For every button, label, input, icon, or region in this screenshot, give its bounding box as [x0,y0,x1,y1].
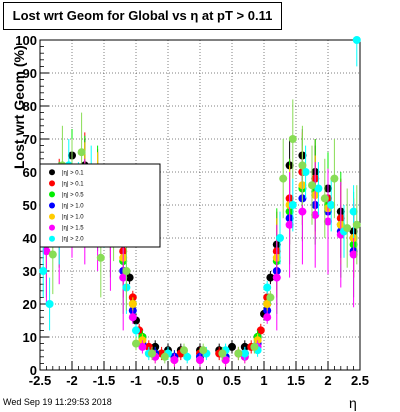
data-point [285,220,294,229]
data-point [314,184,323,193]
data-point [122,267,131,275]
data-point [199,346,208,355]
y-tick-label: 20 [23,297,37,312]
y-tick-label: 50 [23,198,37,213]
data-point [218,349,227,358]
legend-entry: |η| > 1.0 [62,204,84,210]
data-point [266,273,275,282]
data-point [288,201,297,209]
data-point [119,273,128,282]
legend-marker [49,191,55,198]
x-tick-label: -0.5 [157,373,179,388]
data-point [160,352,169,361]
legend-entry: |η| > 1.0 [62,215,84,221]
legend-entry: |η| > 0.1 [62,181,84,187]
data-point [279,174,288,183]
x-tick-label: -2 [66,373,78,388]
data-point [266,293,275,302]
data-point [343,224,352,233]
y-tick-label: 30 [23,264,37,279]
y-tick-label: 60 [23,165,37,180]
data-point [148,349,156,358]
data-point [288,135,297,143]
legend-entry: |η| > 2.0 [62,237,84,243]
data-point [170,356,179,365]
data-point [330,174,339,183]
legend-marker [49,213,55,220]
data-point [311,210,320,219]
x-tick-label: -1 [130,373,142,388]
y-tick-label: 80 [23,99,37,114]
legend-marker [49,169,55,176]
data-point [228,342,236,351]
data-point [276,234,284,242]
data-point [263,300,272,308]
legend-box [39,163,161,248]
data-point [298,207,307,216]
data-point [256,326,265,335]
x-tick-label: 1 [260,373,267,388]
data-point [183,352,192,361]
y-tick-label: 90 [23,66,37,81]
y-tick-label: 10 [23,330,37,345]
data-point [250,342,259,351]
x-tick-label: -2.5 [29,373,51,388]
data-point [132,326,140,335]
legend-marker [49,224,55,231]
x-tick-label: -1.5 [93,373,115,388]
data-point [301,168,310,176]
data-point [349,250,358,259]
data-point [221,356,230,365]
chart-title: Lost wrt Geom for Global vs η at pT > 0.… [3,2,282,30]
data-point [138,342,147,351]
data-point [196,356,204,365]
x-tick-label: 0 [196,373,203,388]
data-point [96,253,105,262]
data-point [240,349,249,358]
data-point [39,267,48,275]
y-tick-label: 70 [23,132,37,147]
data-point [324,217,332,226]
data-point [42,247,51,256]
data-point [45,300,54,308]
data-point [234,349,243,358]
y-tick-label: 100 [15,33,37,48]
data-point [272,273,281,282]
data-point [48,250,57,259]
data-point [263,283,272,292]
legend-marker [49,180,55,187]
data-point [263,313,272,322]
legend-marker [49,202,55,209]
y-tick-label: 40 [23,231,37,246]
x-axis-label: η [349,395,357,411]
data-point [298,161,307,170]
data-point [352,36,361,44]
y-tick-label: 0 [30,363,37,378]
data-point [308,181,316,190]
data-point [349,207,358,216]
data-point [128,300,137,308]
legend-entry: |η| > 0.5 [62,192,84,198]
x-tick-label: 2.5 [351,373,369,388]
legend-entry: |η| > 1.5 [62,226,84,232]
data-point [132,339,140,348]
legend-entry: |η| > 0.1 [62,170,84,176]
x-tick-label: 0.5 [223,373,241,388]
data-point [180,346,188,355]
data-point [352,220,361,229]
data-point [327,201,336,209]
x-tick-label: 1.5 [287,373,305,388]
data-point [128,313,137,322]
data-point [320,194,329,203]
data-point [77,148,86,157]
data-point [125,273,134,282]
x-tick-label: 2 [324,373,331,388]
legend-marker [49,235,55,242]
timestamp-footer: Wed Sep 19 11:29:53 2018 [3,397,112,407]
